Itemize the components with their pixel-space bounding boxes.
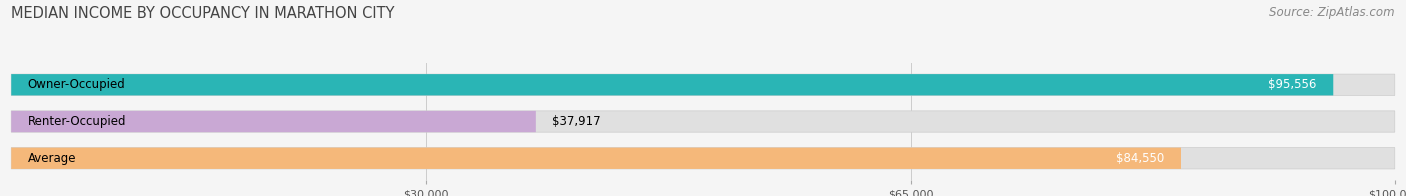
FancyBboxPatch shape [11, 74, 1333, 95]
Text: Owner-Occupied: Owner-Occupied [28, 78, 125, 91]
Text: MEDIAN INCOME BY OCCUPANCY IN MARATHON CITY: MEDIAN INCOME BY OCCUPANCY IN MARATHON C… [11, 6, 395, 21]
FancyBboxPatch shape [11, 74, 1395, 95]
Text: Average: Average [28, 152, 76, 165]
Text: $84,550: $84,550 [1116, 152, 1164, 165]
FancyBboxPatch shape [11, 111, 536, 132]
FancyBboxPatch shape [11, 148, 1395, 169]
FancyBboxPatch shape [11, 111, 1395, 132]
Text: Source: ZipAtlas.com: Source: ZipAtlas.com [1270, 6, 1395, 19]
Text: $37,917: $37,917 [553, 115, 600, 128]
Text: Renter-Occupied: Renter-Occupied [28, 115, 127, 128]
FancyBboxPatch shape [11, 148, 1181, 169]
Text: $95,556: $95,556 [1268, 78, 1316, 91]
